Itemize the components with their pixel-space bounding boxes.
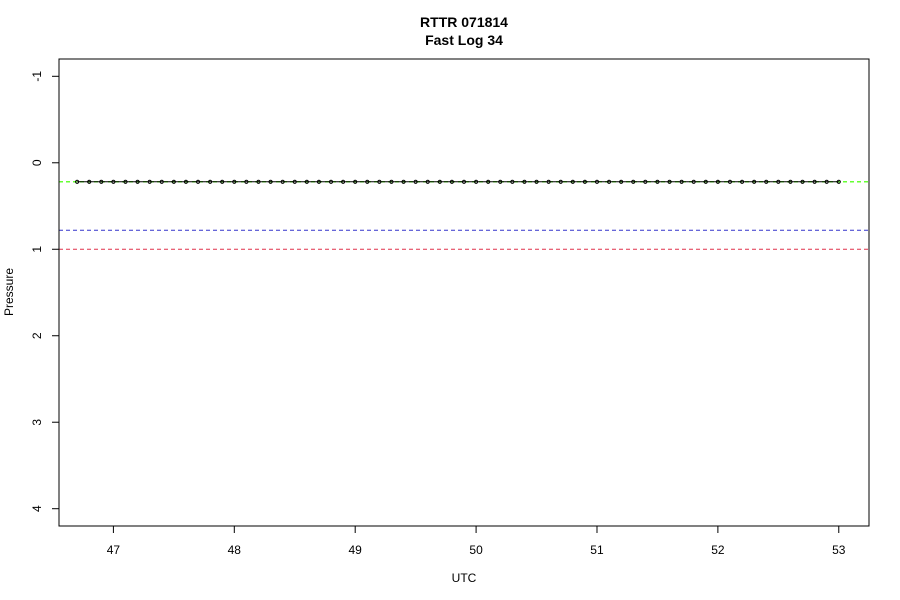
data-point xyxy=(75,179,80,184)
data-point xyxy=(570,179,575,184)
y-tick-label: 3 xyxy=(30,419,44,426)
data-point xyxy=(99,179,104,184)
data-point xyxy=(691,179,696,184)
plot-frame xyxy=(58,58,870,527)
data-point xyxy=(643,179,648,184)
y-tick-label: -1 xyxy=(30,71,44,82)
data-point xyxy=(353,179,358,184)
data-point xyxy=(304,179,309,184)
data-point xyxy=(679,179,684,184)
data-point xyxy=(727,179,733,184)
data-point xyxy=(171,179,176,184)
data-point xyxy=(135,179,140,184)
data-point xyxy=(147,179,152,184)
data-point xyxy=(365,179,370,184)
reference-lines xyxy=(59,181,869,250)
data-point xyxy=(401,179,406,184)
data-point xyxy=(631,179,636,184)
data-point xyxy=(220,179,225,184)
data-point xyxy=(316,179,322,184)
data-point xyxy=(183,179,189,184)
data-point xyxy=(256,179,261,184)
data-point xyxy=(377,179,382,184)
x-tick-label: 48 xyxy=(228,543,242,557)
data-point xyxy=(594,179,600,184)
data-point xyxy=(232,179,237,184)
data-point xyxy=(413,179,418,184)
data-point xyxy=(437,179,442,184)
data-point xyxy=(486,179,491,184)
data-point xyxy=(208,179,213,184)
y-tick-label: 0 xyxy=(30,159,44,166)
data-point xyxy=(606,179,612,184)
data-point xyxy=(111,179,116,184)
x-tick-label: 53 xyxy=(832,543,846,557)
data-point xyxy=(449,179,455,184)
data-point xyxy=(498,179,503,184)
data-point xyxy=(341,179,346,184)
data-point xyxy=(389,179,394,184)
data-point xyxy=(123,179,128,184)
data-point xyxy=(558,179,563,184)
data-point xyxy=(87,179,92,184)
x-tick-label: 51 xyxy=(590,543,604,557)
data-point xyxy=(776,179,781,184)
data-point xyxy=(812,179,817,184)
data-point xyxy=(461,179,467,184)
data-point xyxy=(244,179,249,184)
data-point xyxy=(800,179,805,184)
y-tick-label: 1 xyxy=(30,246,44,253)
data-point xyxy=(788,179,793,184)
data-point xyxy=(739,179,745,184)
data-point xyxy=(510,179,515,184)
y-tick-label: 4 xyxy=(30,505,44,512)
data-point xyxy=(280,179,285,184)
data-point xyxy=(292,179,297,184)
x-tick-label: 52 xyxy=(711,543,725,557)
x-tick-label: 47 xyxy=(107,543,121,557)
data-point xyxy=(836,179,841,184)
data-point xyxy=(328,179,334,184)
series-group xyxy=(75,179,841,184)
data-point xyxy=(159,179,164,184)
data-point xyxy=(824,179,829,184)
data-point xyxy=(715,179,720,184)
data-point xyxy=(619,179,624,184)
data-point xyxy=(546,179,551,184)
y-tick-label: 2 xyxy=(30,332,44,339)
x-axis: 47 48 49 50 51 52 53 xyxy=(107,525,846,557)
x-tick-label: 50 xyxy=(469,543,483,557)
data-point xyxy=(667,179,672,184)
data-point xyxy=(195,179,201,184)
y-axis-label: Pressure xyxy=(2,268,16,316)
data-point xyxy=(655,179,660,184)
chart-title: RTTR 071814 xyxy=(420,14,508,30)
data-point xyxy=(425,179,430,184)
data-point xyxy=(764,179,769,184)
data-point xyxy=(473,179,479,184)
data-point xyxy=(752,179,757,184)
data-point xyxy=(703,179,708,184)
y-axis: -1 0 1 2 3 4 xyxy=(30,71,60,512)
data-point xyxy=(522,179,527,184)
data-point xyxy=(268,179,273,184)
x-tick-label: 49 xyxy=(349,543,363,557)
data-point xyxy=(534,179,539,184)
chart-subtitle: Fast Log 34 xyxy=(425,32,503,48)
x-axis-label: UTC xyxy=(452,571,477,585)
data-point xyxy=(582,179,588,184)
